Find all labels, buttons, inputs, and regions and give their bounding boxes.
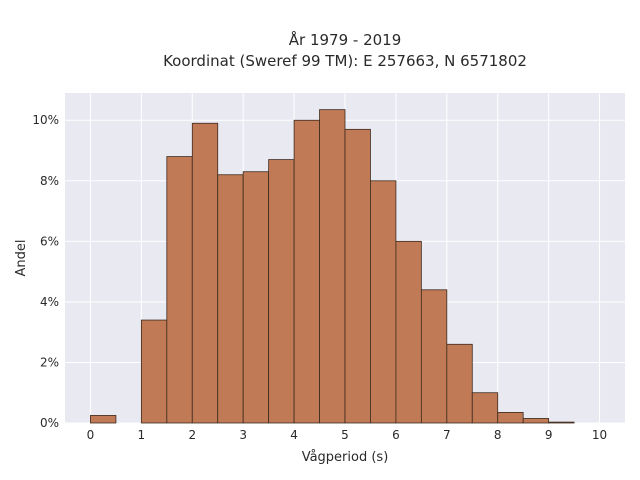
- bars: [90, 109, 575, 424]
- y-tick-label: 2%: [40, 355, 59, 369]
- x-tick-label: 4: [290, 428, 298, 442]
- x-tick-label: 5: [341, 428, 349, 442]
- histogram-bar: [497, 412, 524, 424]
- histogram-bar: [217, 174, 244, 424]
- x-tick-label: 8: [494, 428, 502, 442]
- histogram-bar: [471, 392, 499, 424]
- x-tick-label: 7: [443, 428, 451, 442]
- y-tick-labels: 0% 2% 4% 6% 8% 10%: [32, 113, 59, 430]
- y-tick-label: 10%: [32, 113, 59, 127]
- y-tick-label: 4%: [40, 295, 59, 309]
- y-tick-label: 6%: [40, 234, 59, 248]
- histogram-bar: [268, 159, 295, 424]
- x-tick-label: 3: [239, 428, 247, 442]
- x-tick-label: 2: [188, 428, 196, 442]
- y-tick-label: 0%: [40, 416, 59, 430]
- histogram-bar: [548, 421, 575, 424]
- histogram-bar: [191, 122, 219, 424]
- chart-title-line2: Koordinat (Sweref 99 TM): E 257663, N 65…: [163, 52, 527, 70]
- x-tick-label: 1: [138, 428, 146, 442]
- y-axis-label: Andel: [14, 240, 29, 277]
- x-tick-label: 9: [545, 428, 553, 442]
- chart-title-line1: År 1979 - 2019: [289, 30, 402, 49]
- histogram-bar: [140, 319, 168, 424]
- histogram-bar: [90, 415, 117, 424]
- histogram-bar: [344, 128, 371, 424]
- histogram-bar: [319, 109, 346, 424]
- histogram-bar: [446, 343, 473, 424]
- histogram-bar: [522, 418, 550, 424]
- x-tick-label: 6: [392, 428, 400, 442]
- x-axis-label: Vågperiod (s): [302, 450, 389, 465]
- histogram-bar: [242, 171, 270, 424]
- histogram-bar: [395, 240, 422, 424]
- histogram-bar: [420, 289, 448, 424]
- x-tick-label: 10: [592, 428, 607, 442]
- histogram-bar: [293, 119, 320, 424]
- histogram-bar: [370, 180, 397, 424]
- x-tick-labels: 0 1 2 3 4 5 6 7 8 9 10: [87, 428, 608, 442]
- y-tick-label: 8%: [40, 174, 59, 188]
- histogram-bar: [166, 156, 193, 424]
- x-tick-label: 0: [87, 428, 95, 442]
